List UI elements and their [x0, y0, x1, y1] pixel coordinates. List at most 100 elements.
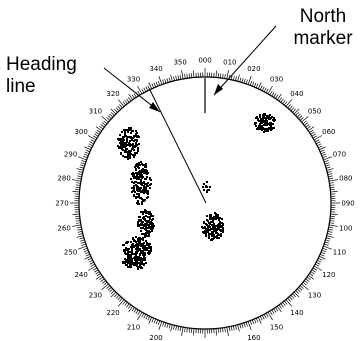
bearing-tick: [110, 108, 117, 115]
bearing-tick: [77, 173, 83, 176]
bearing-tick: [253, 82, 257, 88]
bearing-tick: [155, 319, 159, 325]
bearing-tick: [330, 218, 335, 220]
bearing-tick: [293, 108, 300, 115]
bearing-tick: [305, 278, 310, 282]
bearing-tick: [85, 253, 91, 257]
echo-target-centre: [202, 181, 211, 193]
north-marker-callout: North marker: [287, 6, 359, 50]
bearing-tick: [126, 303, 130, 308]
bearing-tick: [76, 235, 84, 238]
bearing-label: 250: [64, 248, 77, 256]
bearing-tick: [271, 92, 275, 97]
bearing-tick: [95, 126, 102, 132]
bearing-tick: [85, 149, 91, 153]
bearing-tick: [84, 146, 91, 151]
bearing-tick: [267, 85, 273, 95]
bearing-tick: [88, 259, 93, 263]
bearing-tick: [285, 299, 293, 307]
bearing-label: 100: [339, 224, 352, 232]
bearing-tick: [329, 224, 339, 227]
bearing-tick: [296, 113, 301, 118]
bearing-tick: [122, 300, 126, 305]
bearing-tick: [293, 291, 300, 298]
bearing-tick: [290, 294, 295, 299]
bearing-tick: [324, 160, 329, 163]
bearing-tick: [319, 253, 325, 257]
bearing-tick: [259, 316, 263, 321]
bearing-tick: [247, 321, 252, 330]
heading-line: [148, 87, 207, 204]
bearing-tick: [263, 314, 267, 319]
bearing-tick: [235, 325, 237, 330]
bearing-label: 210: [127, 323, 140, 331]
bearing-tick: [84, 151, 90, 155]
bearing-tick: [311, 269, 316, 273]
bearing-tick: [323, 245, 332, 250]
bearing-tick: [239, 77, 242, 82]
bearing-tick: [87, 145, 92, 149]
bearing-tick: [94, 269, 99, 273]
bearing-tick: [261, 315, 265, 320]
echo-target-centre: [201, 212, 224, 241]
bearing-tick: [276, 306, 282, 313]
bearing-tick: [95, 131, 100, 135]
bearing-tick: [99, 126, 104, 130]
bearing-tick: [310, 271, 315, 275]
bearing-tick: [128, 306, 134, 313]
heading-line-callout: Heading line: [6, 54, 77, 98]
bearing-tick: [220, 73, 222, 78]
bearing-tick: [220, 328, 222, 333]
bearing-tick: [224, 74, 226, 79]
bearing-tick: [153, 82, 157, 88]
bearing-tick: [87, 257, 92, 261]
bearing-tick: [164, 322, 167, 328]
bearing-tick: [95, 274, 102, 280]
bearing-tick: [76, 222, 81, 224]
bearing-tick: [325, 239, 330, 242]
bearing-label: 130: [308, 291, 321, 299]
bearing-tick: [110, 112, 115, 116]
bearing-label: 080: [339, 175, 352, 183]
bearing-tick: [133, 93, 137, 98]
bearing-tick: [128, 97, 132, 102]
bearing-label: 140: [290, 309, 303, 317]
bearing-label: 280: [57, 175, 70, 183]
bearing-tick: [215, 328, 217, 336]
bearing-tick: [237, 324, 240, 332]
bearing-tick: [188, 328, 190, 333]
bearing-tick: [124, 302, 128, 307]
bearing-tick: [75, 186, 80, 188]
heading-leader-arrowhead: [149, 102, 160, 112]
bearing-tick: [128, 93, 134, 100]
bearing-tick: [306, 126, 311, 130]
bearing-tick: [157, 320, 161, 325]
bearing-tick: [251, 319, 255, 325]
bearing-tick: [259, 85, 263, 90]
bearing-tick: [329, 222, 334, 224]
bearing-tick: [101, 122, 106, 126]
bearing-tick: [141, 313, 145, 318]
bearing-tick: [330, 191, 338, 193]
bearing-tick: [94, 133, 99, 137]
bearing-tick: [106, 285, 111, 289]
bearing-tick: [133, 308, 137, 313]
heading-callout-line2: line: [6, 76, 36, 97]
bearing-tick: [329, 184, 335, 186]
bearing-tick: [292, 108, 296, 113]
bearing-tick: [327, 233, 332, 235]
bearing-tick: [299, 285, 304, 289]
bearing-tick: [273, 93, 277, 98]
bearing-tick: [173, 325, 175, 330]
bearing-tick: [76, 226, 82, 229]
bearing-tick: [304, 122, 309, 126]
bearing-tick: [158, 76, 163, 85]
bearing-tick: [263, 87, 267, 92]
bearing-tick: [184, 327, 186, 332]
heading-leader-line: [103, 67, 161, 113]
bearing-tick: [89, 261, 94, 265]
bearing-tick: [301, 115, 309, 123]
bearing-tick: [95, 271, 100, 275]
bearing-tick: [143, 87, 147, 92]
